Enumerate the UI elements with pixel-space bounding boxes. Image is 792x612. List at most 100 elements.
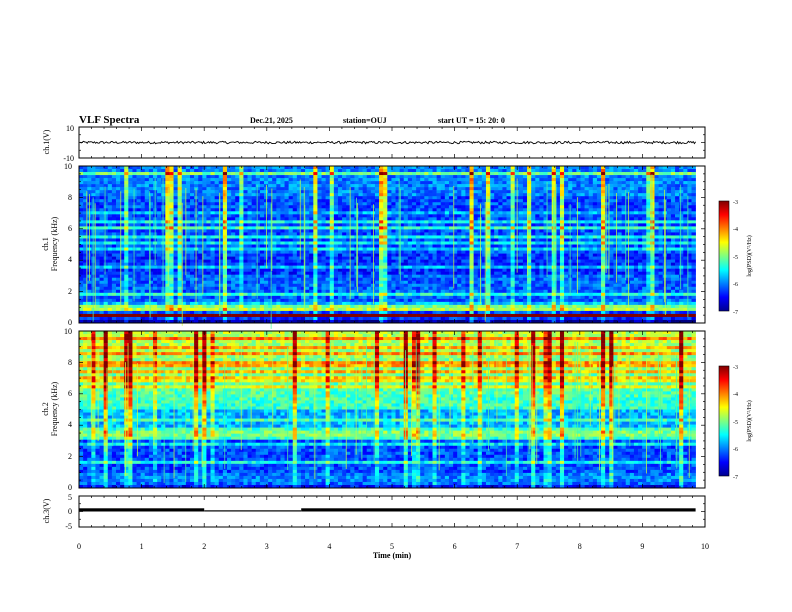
spectrogram-cell: [346, 181, 351, 185]
spectrogram-cell: [313, 247, 318, 251]
spectrogram-cell: [436, 274, 442, 279]
spectrogram-cell: [461, 292, 466, 297]
spectrogram-cell: [185, 286, 191, 291]
spectrogram-cell: [440, 232, 446, 236]
spectrogram-cell: [292, 211, 298, 215]
spectrogram-cell: [411, 286, 417, 291]
spectrogram-cell: [420, 292, 425, 297]
spectrogram-cell: [132, 274, 137, 279]
spectrogram-cell: [403, 259, 409, 263]
spectrogram-cell: [165, 166, 170, 170]
spectrogram-cell: [420, 283, 425, 288]
spectrogram-cell: [305, 175, 310, 179]
spectrogram-cell: [198, 319, 203, 324]
spectrogram-cell: [362, 268, 368, 272]
spectrogram-cell: [395, 280, 400, 285]
spectrogram-cell: [309, 256, 314, 260]
spectrogram-cell: [214, 280, 220, 285]
spectrogram-cell: [148, 259, 154, 263]
spectrogram-cell: [309, 238, 314, 242]
spectrogram-cell: [107, 190, 113, 194]
spectrogram-cell: [251, 190, 257, 194]
spectrogram-cell: [280, 181, 285, 185]
spectrogram-cell: [399, 274, 405, 279]
spectrogram-cell: [235, 241, 240, 245]
spectrogram-cell: [436, 175, 442, 179]
spectrogram-cell: [157, 286, 162, 291]
spectrogram-cell: [165, 307, 170, 312]
spectrogram-cell: [210, 211, 215, 215]
spectrogram-cell: [276, 295, 281, 300]
spectrogram-cell: [403, 277, 409, 282]
spectrogram-cell: [407, 181, 413, 185]
spectrogram-cell: [124, 232, 129, 236]
spectrogram-cell: [292, 190, 298, 194]
spectrogram-cell: [116, 211, 121, 215]
spectrogram-cell: [387, 274, 392, 279]
spectrogram-cell: [366, 319, 372, 324]
spectrogram-cell: [79, 202, 84, 206]
spectrogram-cell: [370, 211, 376, 215]
spectrogram-cell: [140, 178, 146, 182]
spectrogram-cell: [325, 235, 331, 239]
spectrogram-cell: [79, 235, 84, 239]
spectrogram-cell: [157, 226, 162, 230]
spectrogram-cell: [317, 283, 322, 288]
spectrogram-cell: [424, 205, 429, 209]
spectrogram-cell: [255, 295, 261, 300]
spectrogram-cell: [358, 202, 363, 206]
spectrogram-cell: [243, 181, 248, 185]
spectrogram-cell: [407, 187, 413, 191]
spectrogram-cell: [403, 232, 409, 236]
spectrogram-cell: [280, 223, 285, 227]
spectrogram-cell: [453, 271, 458, 275]
spectrogram-cell: [226, 175, 232, 179]
spectrogram-cell: [140, 241, 146, 245]
spectrogram-cell: [403, 241, 409, 245]
spectrogram-cell: [321, 310, 326, 315]
spectrogram-cell: [157, 274, 162, 279]
spectrogram-cell: [107, 304, 113, 309]
spectrogram-cell: [288, 238, 294, 242]
spectrogram-cell: [453, 166, 458, 170]
spectrogram-cell: [210, 217, 215, 221]
spectrogram-cell: [391, 202, 396, 206]
spectrogram-cell: [185, 316, 191, 321]
spectrogram-cell: [79, 238, 84, 242]
spectrogram-cell: [247, 241, 252, 245]
spectrogram-cell: [292, 223, 298, 227]
spectrogram-cell: [165, 175, 170, 179]
spectrogram-cell: [440, 292, 446, 297]
spectrogram-cell: [342, 181, 347, 185]
spectrogram-cell: [440, 277, 446, 282]
spectrogram-cell: [218, 226, 224, 230]
spectrogram-cell: [333, 241, 339, 245]
spectrogram-cell: [95, 196, 100, 200]
spectrogram-cell: [226, 247, 232, 251]
spectrogram-cell: [337, 235, 343, 239]
spectrogram-cell: [111, 223, 117, 227]
spectrogram-cell: [329, 244, 335, 248]
spectrogram-cell: [95, 169, 100, 173]
spectrogram-cell: [239, 247, 244, 251]
spectrogram-cell: [370, 277, 376, 282]
spectrogram-cell: [374, 238, 380, 242]
spectrogram-cell: [448, 208, 454, 212]
spectrogram-cell: [177, 172, 183, 176]
spectrogram-cell: [148, 244, 154, 248]
date-label: Dec.21, 2025: [250, 116, 293, 125]
spectrogram-cell: [243, 238, 248, 242]
spectrogram-cell: [342, 286, 347, 291]
ch1-spectrogram-panel: 0 2 4 6 8 10 ch.1 Frequency (kHz): [41, 162, 706, 329]
spectrogram-cell: [226, 211, 232, 215]
spectrogram-cell: [79, 316, 84, 321]
spectrogram-cell: [366, 229, 372, 233]
spectrogram-cell: [247, 277, 252, 282]
spectrogram-cell: [198, 220, 203, 224]
spectrogram-cell: [292, 187, 298, 191]
spectrogram-cell: [428, 256, 433, 260]
spectrogram-cell: [136, 232, 141, 236]
spectrogram-cell: [259, 247, 265, 251]
spectrogram-cell: [424, 265, 429, 269]
spectrogram-cell: [198, 211, 203, 215]
